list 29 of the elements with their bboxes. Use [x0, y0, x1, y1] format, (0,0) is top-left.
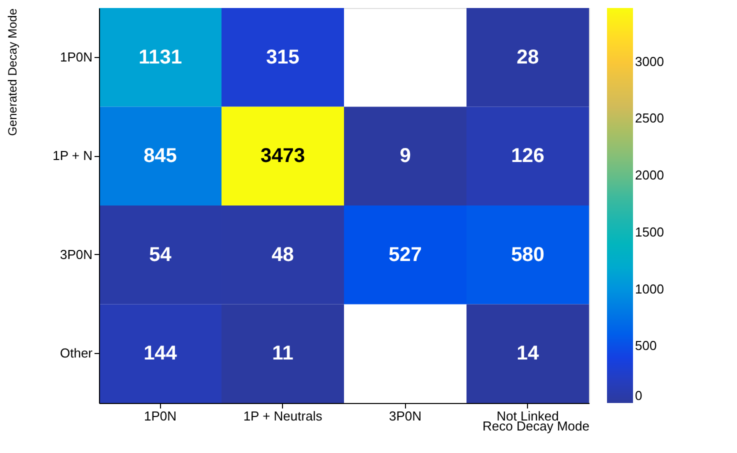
color-bar-label: 500 [635, 338, 657, 354]
data-label: 845 [144, 145, 177, 168]
data-label: 28 [516, 46, 539, 68]
y-tick-label: 3P0N [60, 246, 92, 262]
x-tick-label: 1P0N [144, 408, 177, 424]
data-label: 315 [266, 46, 300, 68]
color-bar-label: 3000 [635, 54, 664, 69]
data-label: 11 [272, 342, 294, 365]
data-label: 48 [272, 244, 294, 266]
x-tick-label: 1P + Neutrals [243, 408, 323, 424]
data-label: 1131 [138, 46, 182, 68]
color-bar-label: 1000 [635, 281, 664, 296]
color-bar-label: 0 [635, 388, 642, 403]
y-tick-label: 1P + N [52, 148, 92, 164]
color-bar-label: 2000 [635, 168, 664, 183]
data-label: 527 [388, 244, 422, 266]
data-label: 54 [149, 244, 172, 266]
y-tick-label: 1P0N [60, 49, 92, 64]
x-tick-label: 3P0N [388, 408, 422, 424]
data-label: 144 [144, 342, 178, 365]
data-label: 9 [400, 145, 411, 168]
color-bar-label: 1500 [635, 224, 664, 240]
data-label: 580 [511, 244, 544, 266]
data-label: 126 [511, 145, 544, 168]
data-label: 14 [516, 342, 540, 365]
y-axis-title: Generated Decay Mode [6, 8, 20, 136]
y-tick-label: Other [60, 346, 94, 361]
data-label: 3473 [260, 145, 305, 168]
color-bar-label: 2500 [635, 110, 664, 126]
